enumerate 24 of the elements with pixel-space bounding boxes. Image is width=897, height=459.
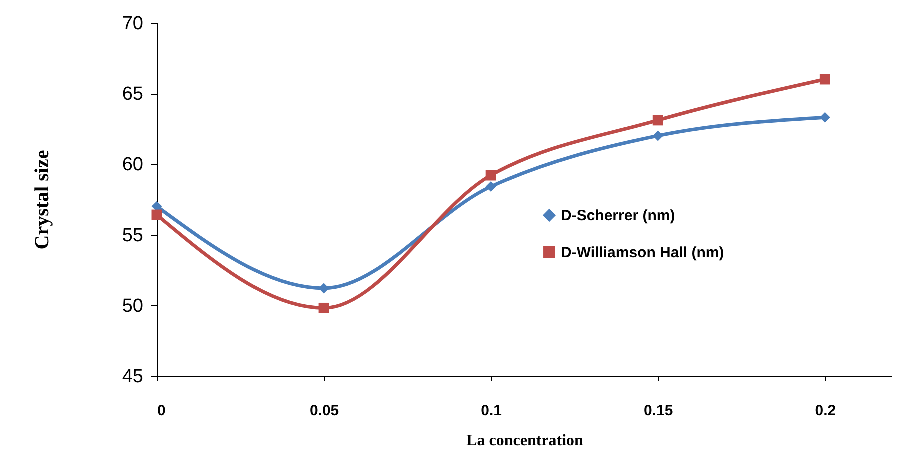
- y-tick-label: 50: [122, 296, 144, 317]
- point: [152, 210, 162, 220]
- y-tick-label: 70: [122, 14, 144, 34]
- point: [486, 182, 496, 192]
- point: [318, 302, 330, 314]
- point: [652, 130, 664, 142]
- point: [318, 283, 330, 294]
- x-tick-label: 0.15: [644, 402, 674, 420]
- legend-label: D-Scherrer (nm): [561, 208, 676, 224]
- y-tick-label: 55: [122, 225, 144, 246]
- x-tick-label: 0.1: [481, 402, 502, 420]
- y-tick-label: 60: [122, 154, 144, 176]
- x-tick-label: 0.05: [310, 402, 340, 420]
- point: [820, 112, 830, 123]
- point: [820, 74, 830, 85]
- x-axis-title: La concentration: [466, 432, 584, 450]
- y-tick-label: 45: [122, 366, 144, 388]
- x-tick-label: 0.2: [815, 402, 836, 420]
- x-tick-label: 0: [158, 402, 166, 420]
- y-axis-title: Crystal size: [31, 150, 54, 250]
- point: [486, 170, 496, 181]
- y-tick-label: 65: [122, 84, 144, 106]
- legend-label: D-Williamson Hall (nm): [561, 244, 724, 262]
- point: [652, 115, 664, 126]
